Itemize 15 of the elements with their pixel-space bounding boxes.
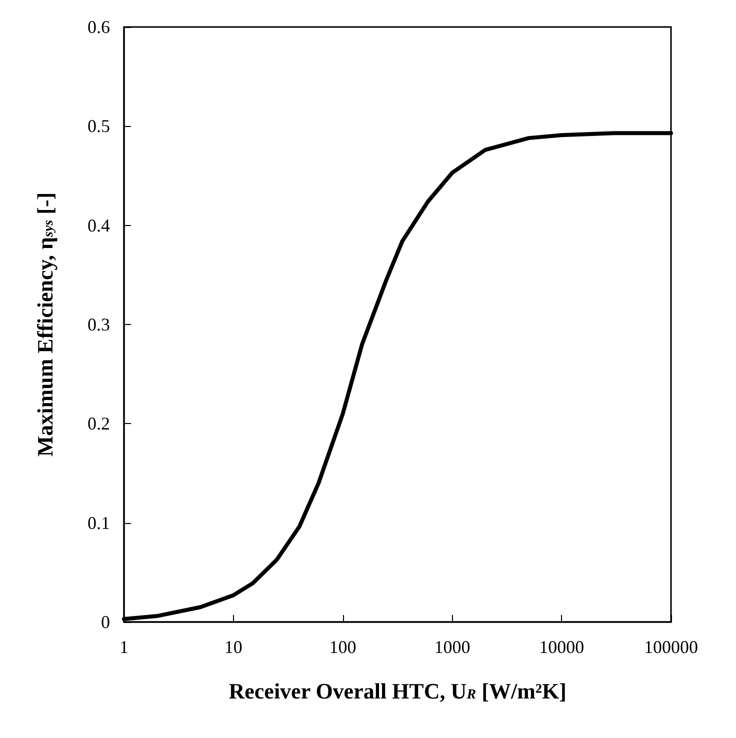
y-tick-label: 0.6 [88, 17, 110, 37]
y-tick-label: 0.5 [88, 116, 110, 136]
x-axis-title: Receiver Overall HTC, UR [W/m²K] [228, 678, 566, 704]
y-tick-label: 0.4 [88, 215, 110, 236]
x-tick-label: 10 [224, 637, 242, 657]
y-tick-label: 0.3 [88, 314, 110, 334]
x-tick-label: 10000 [539, 637, 584, 657]
x-tick-label: 1000 [434, 637, 470, 657]
x-tick-label: 100 [329, 637, 356, 657]
y-axis-title: Maximum Efficiency, ηsys [-] [32, 192, 58, 457]
x-tick-label: 1 [120, 637, 128, 657]
y-tick-label: 0 [101, 612, 110, 632]
y-tick-label: 0.1 [88, 512, 110, 533]
y-tick-label: 0.2 [88, 414, 110, 434]
x-tick-label: 100000 [644, 637, 698, 657]
